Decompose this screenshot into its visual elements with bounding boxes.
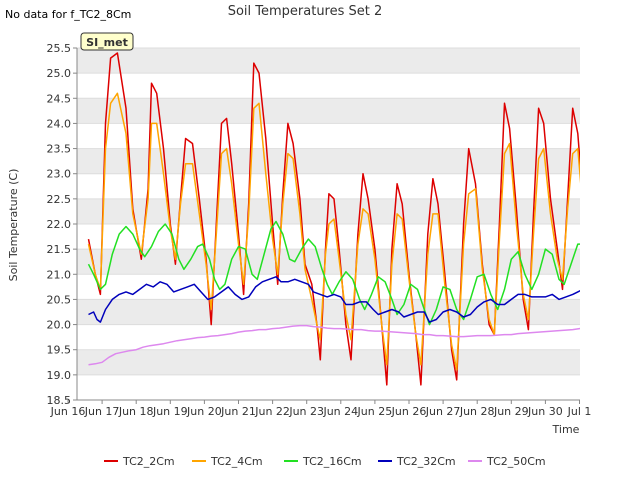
x-tick-label: Jun 27 [425,405,461,418]
legend-label-TC2_2Cm: TC2_2Cm [122,455,175,468]
x-tick-label: Jun 30 [527,405,563,418]
x-tick-label: Jun 22 [254,405,290,418]
station-badge [80,32,134,51]
y-tick-label: 21.0 [47,268,72,281]
series-line-TC2_32Cm [88,276,580,323]
legend-label-TC2_4Cm: TC2_4Cm [210,455,263,468]
x-tick-label: Jun 17 [84,405,120,418]
x-axis-label: Time [552,423,580,436]
y-tick-label: 21.5 [47,243,72,256]
y-tick-label: 20.5 [47,293,72,306]
x-tick-label: Jun 29 [493,405,529,418]
legend-label-TC2_32Cm: TC2_32Cm [396,455,456,468]
y-tick-label: 23.0 [47,168,72,181]
x-tick-label: Jun 18 [118,405,154,418]
y-tick-label: 19.0 [47,369,72,382]
x-tick-label: Jun 24 [322,405,358,418]
x-tick-label: Jun 19 [152,405,188,418]
grid-band [77,48,580,74]
series-line-TC2_50Cm [88,324,580,366]
x-tick-label: Jun 16 [50,405,86,418]
no-data-note: No data for f_TC2_8Cm [5,8,132,21]
y-tick-label: 24.5 [47,92,72,105]
x-tick-label: Jun 21 [220,405,256,418]
y-axis-label: Soil Temperature (C) [7,169,20,282]
y-tick-label: 22.5 [47,193,72,206]
y-tick-label: 24.0 [47,117,72,130]
grid-band [77,98,580,124]
y-tick-label: 18.5 [47,394,72,407]
y-tick-label: 19.5 [47,344,72,357]
y-tick-label: 22.0 [47,218,72,231]
y-tick-label: 25.0 [47,67,72,80]
y-tick-label: 25.5 [47,42,72,55]
x-tick-label: Jun 25 [357,405,393,418]
chart-title: Soil Temperatures Set 2 [228,4,383,19]
y-tick-label: 20.0 [47,319,72,332]
legend-label-TC2_50Cm: TC2_50Cm [486,455,546,468]
grid-band [77,349,580,375]
x-tick-label: Jun 23 [288,405,324,418]
grid-band [77,249,580,275]
y-tick-label: 23.5 [47,143,72,156]
grid-band [77,299,580,325]
x-tick-label: Jun 26 [391,405,427,418]
series-line-TC2_4Cm [87,92,580,371]
x-tick-label: Jul 1 [567,405,592,418]
legend-label-TC2_16Cm: TC2_16Cm [302,455,362,468]
station-badge-label: SI_met [86,36,128,49]
x-tick-label: Jun 20 [186,405,222,418]
x-tick-label: Jun 28 [459,405,495,418]
